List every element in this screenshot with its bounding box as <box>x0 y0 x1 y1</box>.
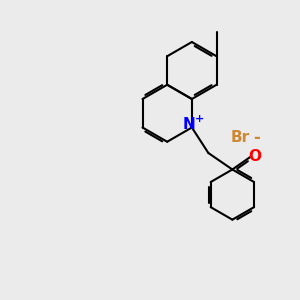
Text: N: N <box>183 117 196 132</box>
Text: Br: Br <box>230 130 250 146</box>
Text: O: O <box>249 149 262 164</box>
Text: +: + <box>195 113 204 124</box>
Text: -: - <box>253 129 260 147</box>
